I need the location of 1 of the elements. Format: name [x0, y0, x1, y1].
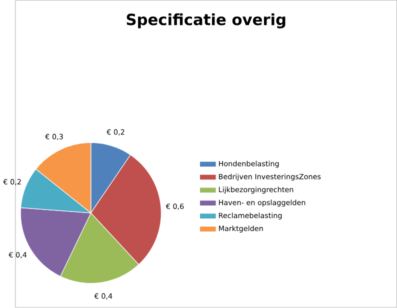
- chart-title: Specificatie overig: [126, 14, 286, 29]
